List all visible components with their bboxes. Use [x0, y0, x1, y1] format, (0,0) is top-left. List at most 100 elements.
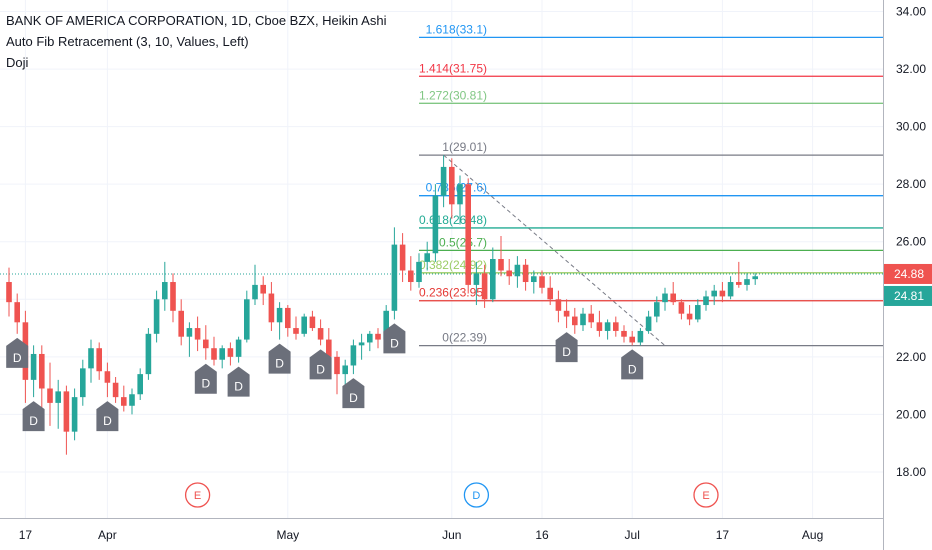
candle — [498, 235, 504, 277]
candle-body — [293, 328, 299, 334]
doji-marker-label: D — [201, 377, 210, 391]
x-tick-label: Jul — [625, 528, 640, 542]
candle-body — [506, 270, 512, 277]
candle — [539, 270, 545, 294]
doji-marker: D — [268, 343, 291, 374]
candle-body — [473, 273, 480, 285]
candle — [604, 319, 611, 340]
doji-marker-label: D — [562, 345, 571, 359]
price-badge-label: 24.88 — [894, 267, 924, 281]
candle-body — [408, 270, 414, 283]
candle — [309, 310, 316, 331]
candle — [350, 339, 357, 375]
candle — [104, 362, 111, 398]
candle-body — [39, 353, 45, 389]
candle — [252, 264, 258, 306]
symbol-title[interactable]: BANK OF AMERICA CORPORATION, 1D, Cboe BZ… — [6, 13, 387, 28]
candle — [563, 299, 570, 329]
candle — [71, 388, 78, 441]
candle — [47, 362, 53, 426]
doji-marker-label: D — [316, 362, 325, 376]
candle — [39, 345, 45, 409]
candle-body — [358, 342, 365, 346]
fib-level-label: 1.414(31.75) — [419, 61, 487, 75]
candle-body — [55, 391, 61, 403]
doji-marker: D — [22, 401, 45, 432]
candle-body — [96, 348, 102, 372]
candle-body — [334, 356, 340, 375]
candle-body — [375, 333, 381, 340]
candle-body — [121, 397, 127, 406]
candle — [211, 336, 217, 366]
x-tick-label: 17 — [716, 528, 730, 542]
candle — [301, 313, 307, 337]
price-badge-bg — [884, 263, 932, 284]
candle-body — [227, 348, 234, 357]
price-badge-bg — [884, 285, 932, 306]
y-tick-label: 28.00 — [896, 177, 926, 191]
candle — [547, 276, 553, 306]
candle — [55, 379, 61, 429]
candle-body — [129, 394, 135, 406]
y-tick-label: 18.00 — [896, 465, 926, 479]
candle-body — [30, 353, 37, 380]
candle-body — [203, 339, 209, 349]
candle — [678, 299, 685, 320]
candle — [219, 345, 225, 369]
candle-body — [498, 259, 504, 271]
doji-marker: D — [621, 349, 644, 380]
candle — [514, 256, 521, 288]
doji-marker-shape — [6, 337, 29, 368]
candle — [293, 316, 299, 340]
candle — [588, 305, 594, 329]
candle — [285, 305, 291, 337]
candle — [424, 241, 430, 271]
candle-body — [350, 345, 357, 366]
candle — [268, 282, 275, 331]
candle — [555, 290, 562, 323]
candle-body — [186, 328, 193, 337]
candle-body — [522, 264, 529, 283]
candle-body — [170, 282, 176, 311]
candle — [711, 284, 717, 306]
candle — [235, 336, 242, 363]
doji-marker: D — [342, 378, 365, 409]
doji-markers: D D D D D D D D D D D — [6, 323, 644, 432]
candle — [572, 307, 578, 334]
fib-level-label: 0.5(25.7) — [439, 235, 487, 249]
candle — [744, 273, 750, 291]
doji-indicator-label[interactable]: Doji — [6, 55, 29, 70]
candle-body — [235, 339, 242, 357]
candle-body — [703, 296, 709, 306]
candle — [358, 333, 365, 360]
event-marker-label: D — [472, 490, 480, 502]
fib-level-label: 0.786(27.6) — [426, 181, 487, 195]
fib-indicator-label[interactable]: Auto Fib Retracement (3, 10, Values, Lef… — [6, 34, 249, 49]
candle-body — [268, 293, 275, 323]
doji-marker: D — [309, 349, 332, 380]
doji-marker-shape — [383, 323, 406, 354]
candle — [162, 261, 168, 311]
candle-body — [276, 307, 283, 323]
candle-body — [654, 302, 660, 317]
candle-body — [604, 322, 611, 331]
candle — [662, 287, 668, 311]
candle — [596, 310, 603, 337]
doji-marker: D — [194, 363, 217, 394]
candle — [153, 290, 160, 343]
candle-body — [6, 282, 12, 303]
event-marker-circle — [184, 482, 211, 508]
candle-body — [211, 348, 217, 360]
candle-body — [555, 299, 562, 311]
candle-body — [465, 184, 471, 285]
candle — [686, 305, 693, 326]
candle — [145, 328, 152, 380]
candle-body — [440, 166, 447, 196]
candle-body — [449, 166, 455, 205]
fib-level-label: 1(29.01) — [442, 140, 487, 154]
candle-body — [457, 184, 463, 205]
candle-body — [194, 328, 201, 340]
candle — [227, 342, 234, 366]
